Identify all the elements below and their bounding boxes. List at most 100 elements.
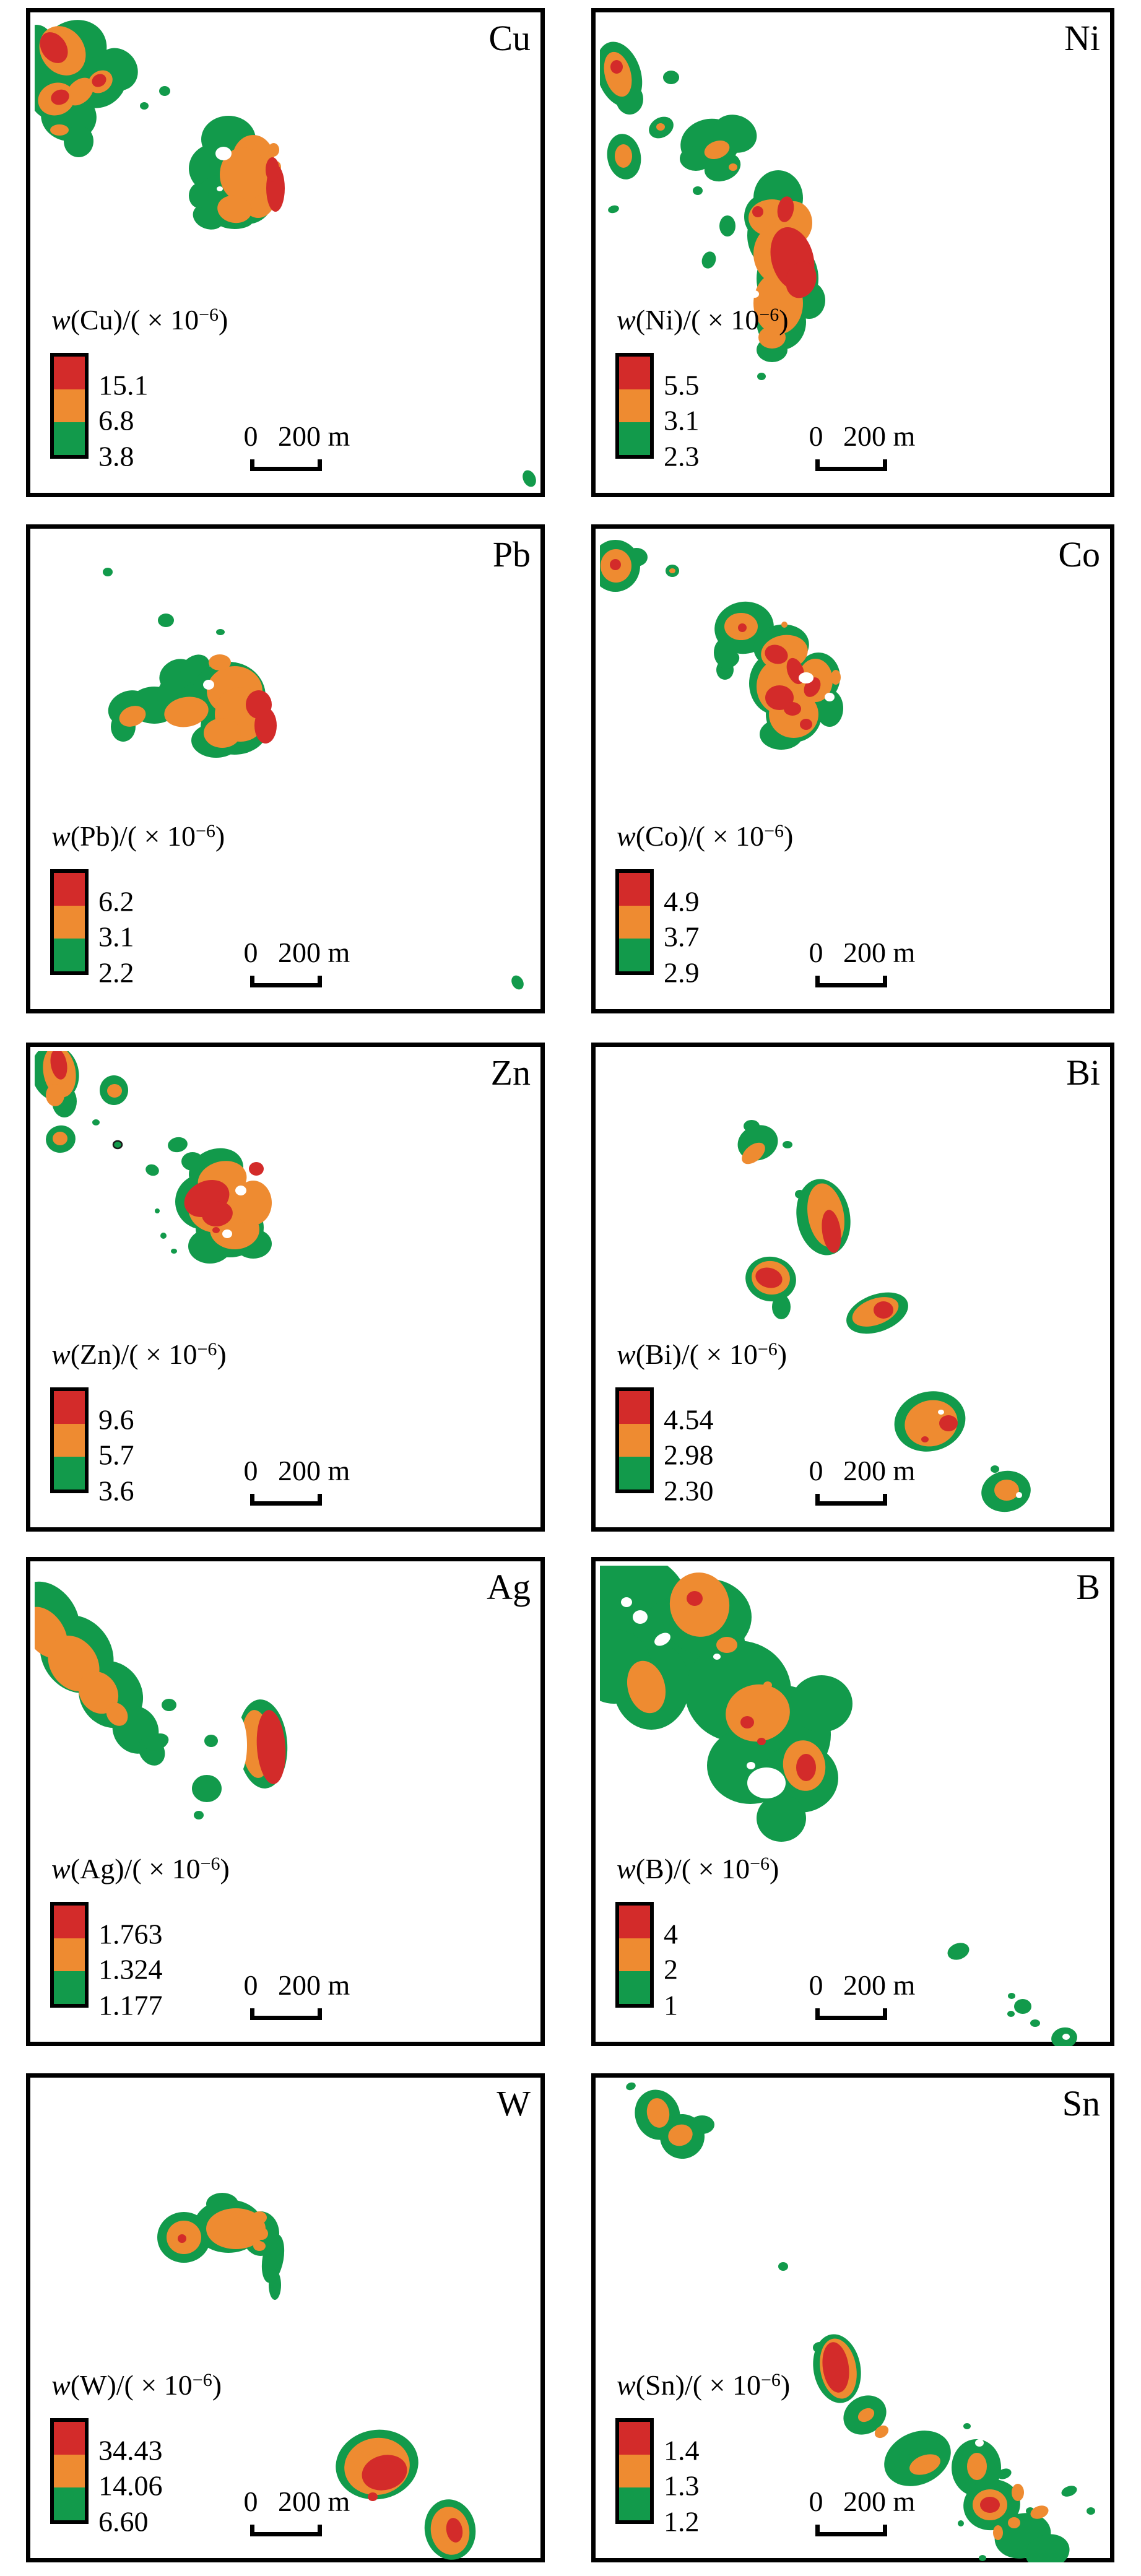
scale-bar-distance: 200 m	[278, 420, 350, 452]
scale-bar-zero: 0	[243, 1455, 258, 1486]
scale-bar-bracket	[250, 1494, 322, 1506]
anomaly-map	[600, 540, 843, 750]
legend-swatch-low	[54, 2487, 85, 2520]
legend-value-mid: 3.1	[664, 404, 700, 436]
scale-bar-distance: 200 m	[843, 1455, 916, 1486]
legend-value-mid: 14.06	[98, 2470, 163, 2502]
legend-swatch-high	[54, 873, 85, 906]
legend-swatch-low	[54, 1457, 85, 1490]
legend-exponent: −6	[192, 2370, 212, 2390]
legend-w-symbol: w	[617, 820, 636, 852]
legend-value-high: 34.43	[98, 2434, 163, 2466]
scale-bar-zero: 0	[243, 2486, 258, 2517]
legend-element: Pb	[80, 820, 110, 852]
legend-value-low: 3.8	[98, 440, 134, 472]
scale-bar-zero: 0	[809, 1969, 823, 2001]
legend-value-low: 2.30	[664, 1475, 714, 1507]
legend-swatch-high	[619, 1391, 650, 1424]
anomaly-map	[626, 2082, 1095, 2562]
legend-w-symbol: w	[617, 1338, 636, 1370]
legend-title: w(Ag)/( × 10−6)	[51, 1853, 230, 1884]
legend-value-mid: 2	[664, 1953, 678, 1985]
legend-w-symbol: w	[51, 2369, 71, 2401]
legend-value-high: 15.1	[98, 369, 149, 401]
legend-swatch-low	[619, 1971, 650, 2004]
legend-swatch-mid	[54, 389, 85, 422]
panel-pb: Pb w(Pb)/( × 10−6) 6.2 3.1 2.2 0 200 m	[26, 524, 545, 1013]
legend-color-bar	[615, 2418, 654, 2524]
legend-title: w(W)/( × 10−6)	[51, 2369, 222, 2401]
scale-bar-bracket	[815, 976, 887, 987]
element-label: Ni	[1064, 18, 1100, 58]
element-label: Ag	[487, 1567, 531, 1607]
legend-exponent: −6	[197, 1339, 217, 1360]
legend-value-high: 6.2	[98, 885, 134, 917]
legend-title: w(Zn)/( × 10−6)	[51, 1338, 227, 1370]
scale-bar-bracket	[815, 2008, 887, 2020]
legend-value-high: 4	[664, 1918, 678, 1950]
anomaly-map	[157, 2193, 476, 2560]
legend-value-mid: 1.3	[664, 2470, 700, 2502]
scale-bar-bracket	[250, 2008, 322, 2020]
legend-exponent: −6	[764, 821, 784, 841]
legend-exponent: −6	[757, 1339, 778, 1360]
scale-bar-distance: 200 m	[843, 937, 916, 968]
scale-bar-zero: 0	[243, 420, 258, 452]
scale-bar-bracket	[250, 2525, 322, 2536]
legend-w-symbol: w	[51, 1853, 71, 1884]
anomaly-map	[35, 20, 536, 487]
panel-cu: Cu w(Cu)/( × 10−6) 15.1 6.8 3.8 0 200 m	[26, 8, 545, 497]
panel-w: W w(W)/( × 10−6) 34.43 14.06 6.60 0 200 …	[26, 2073, 545, 2562]
legend-title: w(Cu)/( × 10−6)	[51, 304, 228, 336]
legend-element: Cu	[80, 304, 113, 336]
legend-value-mid: 1.324	[98, 1953, 163, 1985]
legend-value-low: 6.60	[98, 2505, 149, 2538]
legend-value-mid: 3.1	[98, 921, 134, 953]
element-label: Bi	[1066, 1052, 1100, 1093]
legend-title: w(Pb)/( × 10−6)	[51, 820, 225, 852]
legend-color-bar	[50, 1902, 89, 2008]
legend-swatch-mid	[619, 1938, 650, 1971]
legend-element: B	[645, 1853, 664, 1884]
legend-element: Ni	[645, 304, 674, 336]
anomaly-map	[600, 1566, 1077, 2046]
scale-bar-zero: 0	[809, 937, 823, 968]
element-label: B	[1076, 1567, 1100, 1607]
panel-sn: Sn w(Sn)/( × 10−6) 1.4 1.3 1.2 0 200 m	[591, 2073, 1114, 2562]
legend-value-mid: 6.8	[98, 404, 134, 436]
element-label: Co	[1058, 534, 1100, 575]
legend-swatch-mid	[619, 906, 650, 939]
legend-color-bar	[50, 353, 89, 459]
scale-bar-bracket	[250, 459, 322, 471]
legend-color-bar	[50, 869, 89, 975]
anomaly-map	[103, 568, 524, 990]
legend-element: Ag	[80, 1853, 115, 1884]
legend-swatch-low	[54, 422, 85, 455]
scale-bar-distance: 200 m	[843, 2486, 916, 2517]
legend-swatch-low	[619, 422, 650, 455]
scale-bar-distance: 200 m	[843, 1969, 916, 2001]
legend-exponent: −6	[199, 305, 219, 325]
legend-title: w(Sn)/( × 10−6)	[617, 2369, 791, 2401]
legend-value-mid: 2.98	[664, 1439, 714, 1471]
scale-bar-zero: 0	[809, 1455, 823, 1486]
legend-swatch-mid	[619, 389, 650, 422]
legend-value-high: 1.763	[98, 1918, 163, 1950]
legend-exponent: −6	[200, 1854, 220, 1874]
legend-title: w(B)/( × 10−6)	[617, 1853, 779, 1884]
legend-swatch-mid	[619, 2455, 650, 2487]
legend-swatch-high	[54, 2422, 85, 2455]
legend-swatch-low	[619, 1457, 650, 1490]
legend-color-bar	[50, 1387, 89, 1493]
legend-element: Zn	[80, 1338, 112, 1370]
element-label: W	[497, 2083, 531, 2123]
scale-bar-zero: 0	[243, 1969, 258, 2001]
legend-color-bar	[50, 2418, 89, 2524]
scale-bar-distance: 200 m	[278, 1969, 350, 2001]
legend-color-bar	[615, 1387, 654, 1493]
legend-title: w(Ni)/( × 10−6)	[617, 304, 789, 336]
legend-value-low: 1.2	[664, 2505, 700, 2538]
legend-value-high: 5.5	[664, 369, 700, 401]
legend-value-low: 2.2	[98, 956, 134, 989]
legend-value-low: 2.3	[664, 440, 700, 472]
